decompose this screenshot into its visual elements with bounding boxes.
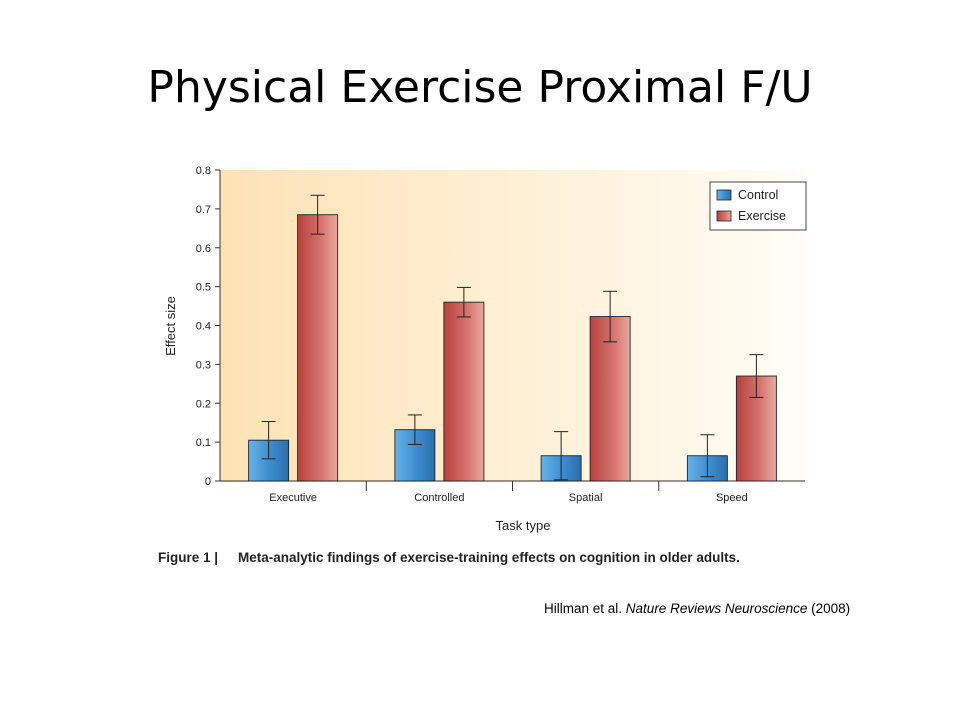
citation-year: (2008): [811, 601, 851, 616]
x-tick-label: Executive: [269, 492, 317, 504]
bar-exercise-spatial: [589, 316, 631, 482]
x-axis-title: Task type: [496, 518, 551, 533]
citation-journal: Nature Reviews Neuroscience: [625, 601, 808, 616]
legend-swatch-control: [716, 189, 732, 201]
y-tick-label: 0.3: [196, 359, 211, 371]
y-tick-label: 0.2: [196, 398, 211, 410]
bar-exercise-controlled: [443, 301, 485, 482]
x-axis: Executive Controlled Spatial Speed: [220, 480, 805, 504]
citation: Hillman et al. Nature Reviews Neuroscien…: [544, 601, 850, 616]
y-tick-label: 0.7: [196, 204, 211, 216]
legend-label-exercise: Exercise: [738, 209, 786, 223]
y-axis: 0 0.1 0.2 0.3 0.4 0.5 0.6 0.7 0.8: [196, 165, 221, 488]
legend: Control Exercise: [709, 181, 807, 231]
error-bars-group: [261, 194, 764, 481]
y-tick-label: 0: [205, 476, 211, 488]
x-tick-label: Spatial: [569, 492, 603, 504]
y-tick-label: 0.1: [196, 437, 211, 449]
y-tick-label: 0.6: [196, 243, 211, 255]
figure-caption-text: Meta-analytic findings of exercise-train…: [238, 550, 740, 565]
legend-swatch-exercise: [716, 210, 732, 222]
bar-chart: 0 0.1 0.2 0.3 0.4 0.5 0.6 0.7 0.8 Executive Contr…: [158, 165, 807, 565]
bars-group: [248, 214, 777, 482]
bar-exercise-executive: [297, 214, 339, 482]
y-axis-title: Effect size: [163, 296, 178, 356]
citation-authors: Hillman et al.: [544, 601, 623, 616]
figure-caption-label: Figure 1 |: [158, 550, 218, 565]
y-tick-label: 0.8: [196, 165, 211, 177]
y-tick-label: 0.4: [196, 321, 211, 333]
slide-title: Physical Exercise Proximal F/U: [147, 62, 813, 113]
x-tick-label: Controlled: [414, 492, 464, 504]
x-tick-label: Speed: [716, 492, 748, 504]
legend-label-control: Control: [738, 188, 778, 202]
y-tick-label: 0.5: [196, 282, 211, 294]
